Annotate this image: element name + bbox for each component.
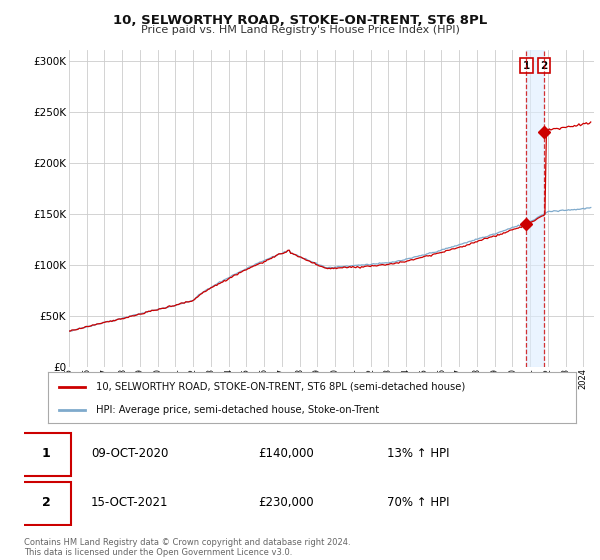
Text: 09-OCT-2020: 09-OCT-2020 (91, 447, 169, 460)
Text: 1: 1 (523, 60, 530, 71)
Text: 70% ↑ HPI: 70% ↑ HPI (387, 496, 449, 510)
Text: 2: 2 (42, 496, 50, 510)
Text: Price paid vs. HM Land Registry's House Price Index (HPI): Price paid vs. HM Land Registry's House … (140, 25, 460, 35)
Text: £140,000: £140,000 (259, 447, 314, 460)
Text: Contains HM Land Registry data © Crown copyright and database right 2024.
This d: Contains HM Land Registry data © Crown c… (24, 538, 350, 557)
Text: £230,000: £230,000 (259, 496, 314, 510)
Text: 15-OCT-2021: 15-OCT-2021 (91, 496, 169, 510)
Text: 2: 2 (541, 60, 548, 71)
Bar (526, 50, 544, 367)
FancyBboxPatch shape (21, 482, 71, 525)
Text: 13% ↑ HPI: 13% ↑ HPI (387, 447, 449, 460)
Text: HPI: Average price, semi-detached house, Stoke-on-Trent: HPI: Average price, semi-detached house,… (95, 405, 379, 415)
FancyBboxPatch shape (21, 433, 71, 477)
Text: 10, SELWORTHY ROAD, STOKE-ON-TRENT, ST6 8PL (semi-detached house): 10, SELWORTHY ROAD, STOKE-ON-TRENT, ST6 … (95, 381, 465, 391)
Text: 1: 1 (42, 447, 50, 460)
Text: 10, SELWORTHY ROAD, STOKE-ON-TRENT, ST6 8PL: 10, SELWORTHY ROAD, STOKE-ON-TRENT, ST6 … (113, 14, 487, 27)
